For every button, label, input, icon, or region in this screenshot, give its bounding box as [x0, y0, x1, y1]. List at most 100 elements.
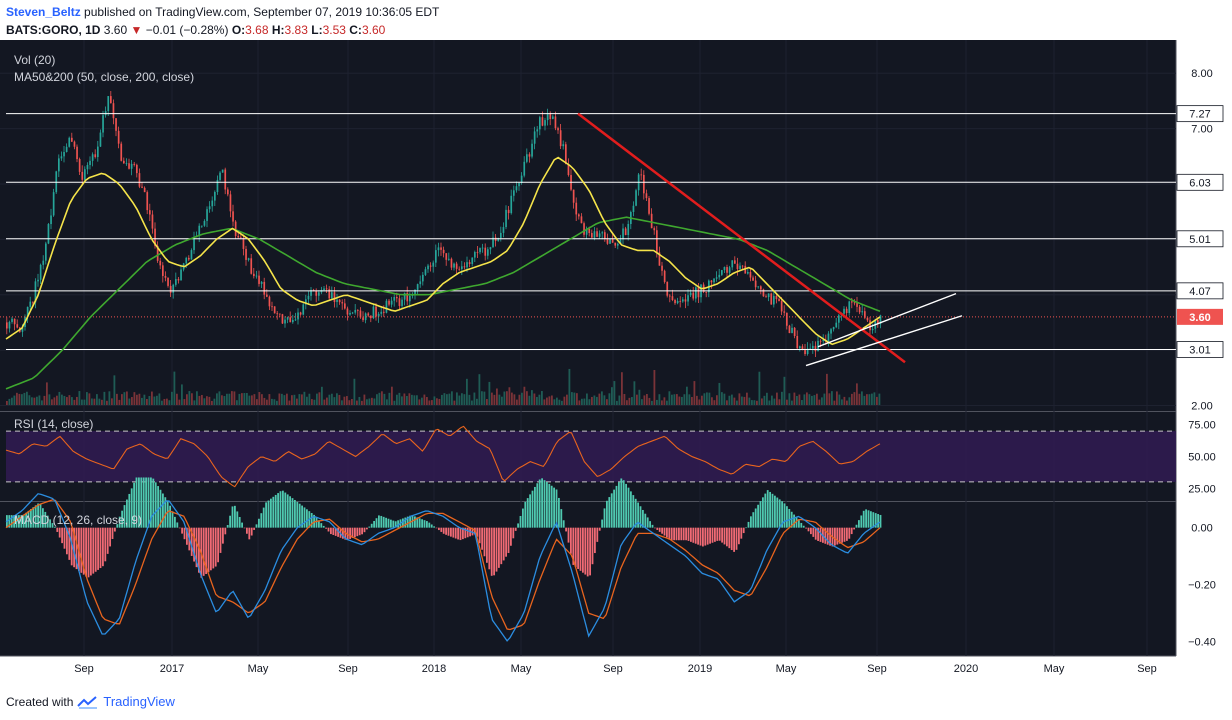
tradingview-brand[interactable]: TradingView: [103, 694, 175, 709]
volume-bar: [811, 395, 813, 405]
candle-body: [138, 173, 141, 187]
candle-body: [747, 272, 749, 274]
rsi-legend-label: RSI (14, close): [14, 417, 93, 431]
histogram-bar: [282, 490, 284, 528]
volume-bar: [551, 395, 553, 405]
candle-body: [393, 297, 396, 301]
histogram-bar: [793, 514, 795, 528]
candle-body: [76, 146, 78, 160]
candle-body: [552, 116, 554, 120]
volume-bar: [298, 394, 301, 405]
volume-bar: [861, 391, 863, 405]
histogram-bar: [486, 527, 488, 563]
volume-bar: [463, 394, 466, 405]
histogram-bar: [819, 527, 822, 542]
histogram-bar: [130, 488, 133, 528]
histogram-bar: [488, 527, 491, 570]
volume-bar: [533, 393, 536, 405]
histogram-bar: [651, 524, 654, 528]
volume-bar: [588, 399, 591, 405]
histogram-bar: [778, 499, 781, 528]
histogram-bar: [111, 527, 114, 539]
volume-bar: [568, 368, 571, 405]
volume-bar: [611, 387, 613, 405]
histogram-bar: [817, 527, 819, 541]
histogram-bar: [459, 527, 462, 541]
volume-bar: [753, 400, 756, 405]
histogram-bar: [649, 521, 651, 528]
volume-bar: [38, 395, 41, 405]
histogram-bar: [457, 527, 459, 540]
volume-bar: [403, 393, 406, 405]
last-price-box: [1177, 308, 1223, 325]
candle-body: [554, 116, 557, 129]
volume-bar: [348, 400, 351, 405]
volume-bar: [63, 395, 66, 405]
candle-body: [531, 143, 533, 157]
candle-body: [773, 295, 775, 305]
candle-body: [375, 306, 377, 317]
candle-body: [29, 301, 32, 307]
histogram-bar: [570, 527, 572, 554]
candle-body: [663, 270, 666, 282]
candle-body: [736, 263, 739, 269]
histogram-bar: [190, 527, 193, 556]
volume-bar: [751, 400, 753, 405]
histogram-bar: [303, 507, 306, 528]
candle-body: [367, 313, 370, 316]
candle-body: [435, 250, 437, 263]
volume-bar: [633, 381, 636, 405]
rsi-line: [5, 425, 881, 488]
candle-body: [487, 249, 489, 256]
candle-body: [619, 239, 622, 244]
histogram-bar: [128, 493, 131, 528]
volume-bar: [13, 395, 16, 405]
x-tick-label: Sep: [867, 663, 887, 675]
histogram-bar: [757, 504, 759, 528]
x-tick-label: 2017: [160, 663, 184, 675]
histogram-bar: [769, 491, 771, 528]
author-link[interactable]: Steven_Beltz: [6, 5, 81, 19]
volume-bar: [831, 391, 833, 405]
histogram-bar: [416, 517, 419, 528]
histogram-bar: [226, 525, 229, 528]
histogram-bar: [718, 527, 721, 541]
candle-body: [832, 327, 835, 330]
histogram-bar: [841, 527, 843, 543]
volume-bar: [586, 393, 588, 405]
x-tick-label: Sep: [1137, 663, 1157, 675]
candle-body: [682, 299, 684, 302]
publish-line: Steven_Beltz published on TradingView.co…: [6, 5, 439, 19]
volume-bar: [711, 397, 713, 405]
chart-canvas[interactable]: Sep 2017 May Sep 2018 May Sep 2019 May Sep 2020 May…: [0, 40, 1232, 686]
candle-body: [741, 265, 744, 267]
created-with-text: Created with: [6, 694, 74, 709]
histogram-bar: [781, 501, 783, 528]
candle-body: [474, 252, 476, 258]
histogram-bar: [836, 527, 839, 545]
volume-bar: [508, 387, 511, 405]
histogram-bar: [668, 527, 671, 540]
histogram-bar: [567, 527, 570, 543]
histogram-bar: [596, 527, 599, 542]
candle-body: [492, 237, 494, 248]
volume-bar: [406, 396, 408, 405]
histogram-bar: [58, 527, 61, 538]
candle-body: [346, 308, 349, 315]
volume-bar: [628, 397, 631, 405]
histogram-bar: [30, 509, 32, 528]
candle-body: [305, 299, 307, 305]
histogram-bar: [704, 527, 707, 546]
histogram-bar: [680, 527, 683, 541]
candle-body: [34, 281, 37, 303]
volume-bar: [218, 391, 221, 405]
volume-bar: [251, 395, 253, 405]
candle-body: [26, 306, 29, 317]
macd-line: [5, 493, 881, 642]
volume-bar: [66, 397, 68, 405]
candle-body: [310, 289, 312, 296]
volume-bar: [853, 392, 856, 405]
candle-body: [156, 245, 159, 261]
histogram-bar: [164, 497, 167, 528]
histogram-bar: [375, 518, 378, 528]
